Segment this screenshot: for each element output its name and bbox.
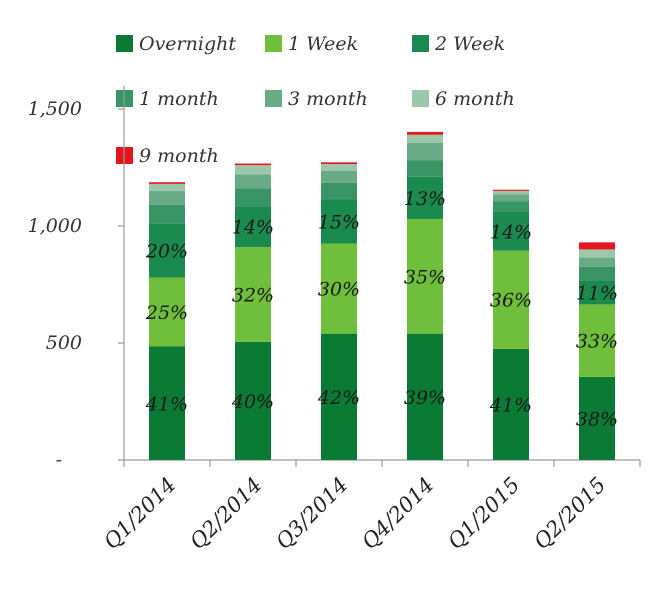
legend-label-6-month: 6 month — [435, 88, 515, 110]
data-label: 11% — [576, 283, 618, 305]
legend-swatch-2-week — [412, 35, 429, 52]
legend-label-1-month: 1 month — [139, 88, 219, 110]
bar-segment-2-week — [321, 199, 357, 244]
data-label: 30% — [318, 279, 360, 301]
data-label: 32% — [232, 284, 274, 306]
legend-swatch-overnight — [116, 35, 133, 52]
bar-segment-overnight — [579, 376, 615, 460]
bar-segment-1-month — [407, 160, 443, 177]
bar-segment-1-month — [235, 188, 271, 207]
bar-segment-6-month — [321, 163, 357, 172]
bar-segment-9-month — [149, 182, 185, 184]
data-label: 41% — [489, 394, 532, 416]
bar-segment-9-month — [321, 162, 357, 164]
bar-segment-1-week — [321, 243, 357, 334]
x-category-label: Q1/2014 — [99, 473, 180, 554]
bar-segment-6-month — [235, 165, 271, 175]
bar-segment-1-month — [579, 266, 615, 281]
bar-segment-1-month — [321, 182, 357, 200]
bars: 41% 25% 20% 40% 32% 14% 42% 30% 15% 39% 35% 13% 41% 3… — [145, 131, 618, 460]
bar-segment-6-month — [407, 134, 443, 143]
x-category-label: Q4/2014 — [357, 473, 438, 554]
bar-segment-overnight — [493, 348, 529, 460]
bar-segment-1-month — [149, 204, 185, 224]
data-label: 40% — [231, 391, 274, 413]
legend-label-9-month: 9 month — [139, 145, 219, 167]
legend-label-overnight: Overnight — [139, 33, 236, 55]
legend-label-3-month: 3 month — [288, 88, 368, 110]
data-label: 33% — [576, 331, 618, 353]
bar-segment-overnight — [321, 333, 357, 460]
bar-segment-overnight — [407, 333, 443, 460]
legend-swatch-3-month — [265, 90, 282, 107]
bar-segment-2-week — [149, 223, 185, 278]
data-label: 38% — [576, 408, 618, 430]
bar-segment-1-month — [493, 201, 529, 212]
legend-label-2-week: 2 Week — [434, 33, 505, 55]
bar-segment-3-month — [493, 194, 529, 202]
bar-segment-3-month — [321, 171, 357, 183]
bar-segment-overnight — [235, 341, 271, 460]
data-label: 14% — [232, 217, 274, 239]
bar-segment-6-month — [493, 190, 529, 195]
bar-segment-2-week — [235, 206, 271, 248]
bar-segment-1-week — [149, 277, 185, 347]
data-label: 39% — [404, 387, 446, 409]
legend: Overnight 1 Week 2 Week 1 month 3 month 6 mon… — [116, 33, 515, 167]
x-category-label: Q3/2014 — [271, 473, 352, 554]
data-label: 42% — [317, 387, 360, 409]
bar-segment-6-month — [149, 183, 185, 191]
x-category-label: Q2/2015 — [529, 473, 610, 554]
bar-segment-2-week — [493, 211, 529, 251]
bar-segment-9-month — [407, 131, 443, 135]
bar-segment-2-week — [407, 176, 443, 219]
y-tick-label: - — [56, 449, 62, 471]
bar-segment-9-month — [235, 163, 271, 166]
y-tick-label: 1,500 — [28, 98, 82, 120]
data-label: 20% — [145, 241, 188, 263]
legend-swatch-1-week — [265, 35, 282, 52]
legend-swatch-6-month — [412, 90, 429, 107]
x-axis: Q1/2014 Q2/2014 Q3/2014 Q4/2014 Q1/2015 Q2/20… — [99, 459, 641, 554]
bar-segment-3-month — [149, 190, 185, 205]
bar-segment-9-month — [579, 242, 615, 250]
y-axis: - 500 1,000 1,500 — [28, 85, 125, 471]
y-tick-label: 1,000 — [28, 215, 82, 237]
data-label: 35% — [404, 266, 446, 288]
bar-segment-6-month — [579, 249, 615, 258]
y-tick-label: 500 — [46, 332, 82, 354]
x-category-label: Q1/2015 — [443, 473, 524, 554]
legend-label-1-week: 1 Week — [288, 33, 358, 55]
data-label: 25% — [145, 302, 188, 324]
bar-segment-3-month — [407, 142, 443, 161]
bar-segment-1-week — [493, 250, 529, 349]
data-label: 15% — [318, 211, 360, 233]
bar-segment-1-week — [235, 247, 271, 342]
bar-segment-1-week — [579, 304, 615, 377]
bar-segment-3-month — [235, 174, 271, 189]
x-category-label: Q2/2014 — [185, 473, 266, 554]
bar-segment-2-week — [579, 280, 615, 305]
data-label: 36% — [490, 290, 532, 312]
data-label: 41% — [145, 393, 188, 415]
bar-segment-9-month — [493, 189, 529, 191]
bar-segment-overnight — [149, 346, 185, 460]
bar-segment-3-month — [579, 257, 615, 267]
bar-segment-1-week — [407, 218, 443, 334]
data-label: 13% — [404, 188, 446, 210]
data-label: 14% — [490, 221, 532, 243]
